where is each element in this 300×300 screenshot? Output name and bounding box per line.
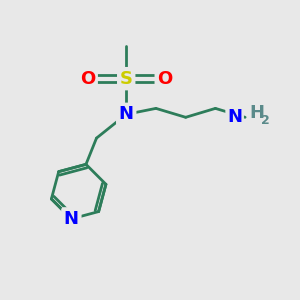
Text: O: O <box>157 70 172 88</box>
Text: S: S <box>120 70 133 88</box>
Text: 2: 2 <box>262 114 270 127</box>
Text: N: N <box>227 108 242 126</box>
Text: H: H <box>250 104 265 122</box>
Text: N: N <box>119 105 134 123</box>
Text: N: N <box>64 210 79 228</box>
Text: O: O <box>80 70 95 88</box>
